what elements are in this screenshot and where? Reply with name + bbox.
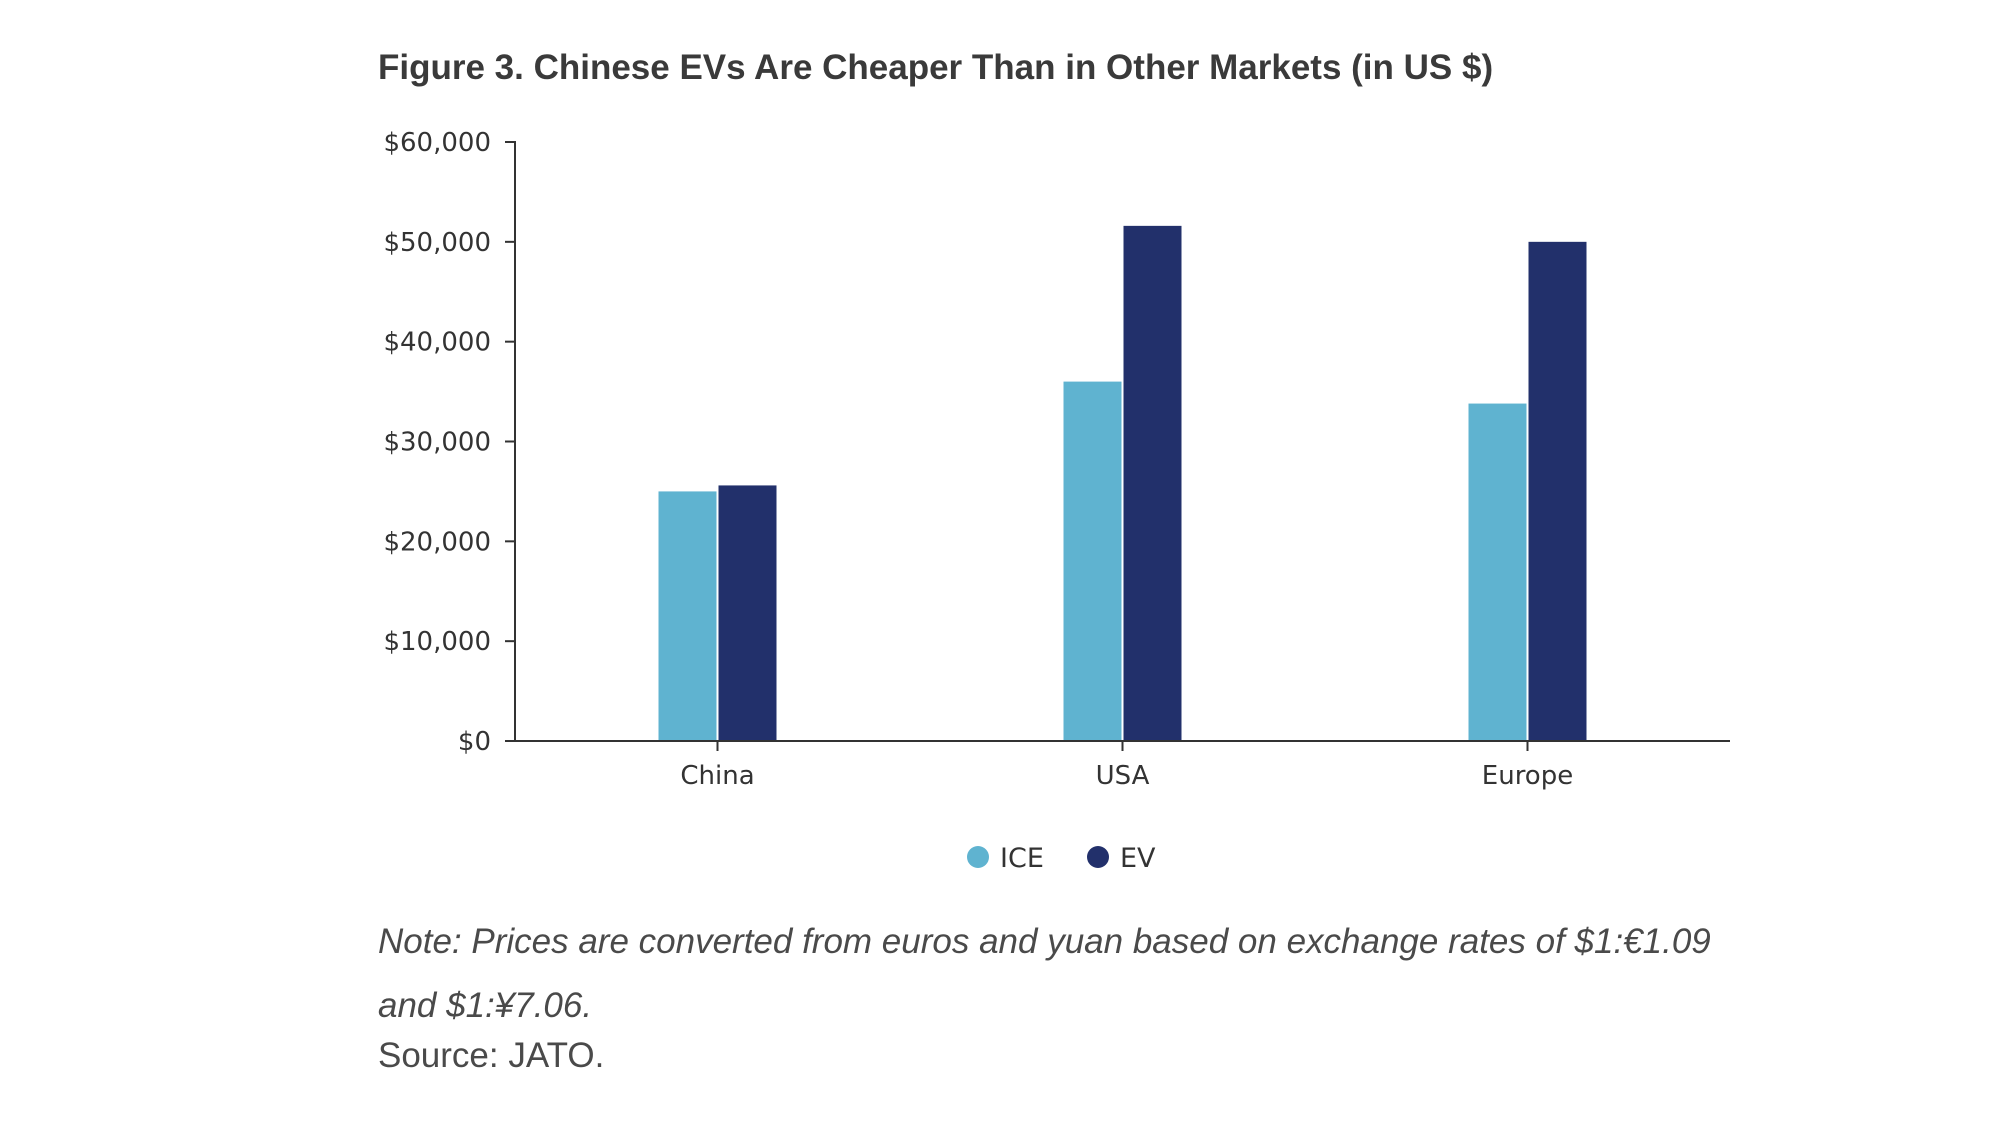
y-axis-ticks: $0 $10,000 $20,000 $30,000 $40,000 $50,000 $60…: [383, 128, 515, 757]
bar-ev-usa: [1123, 225, 1182, 742]
legend-label-ice: ICE: [1000, 843, 1044, 874]
bar-series: [658, 225, 1587, 742]
chart-note: Note: Prices are converted from euros an…: [378, 922, 1711, 1025]
y-tick-label: $50,000: [383, 228, 491, 258]
chart-axes: [505, 141, 1730, 742]
bar-ev-europe: [1528, 241, 1587, 742]
y-tick-label: $10,000: [383, 627, 491, 657]
chart-title: Figure 3. Chinese EVs Are Cheaper Than i…: [378, 48, 1494, 87]
x-axis-labels: China USA Europe: [680, 741, 1573, 791]
chart-source: Source: JATO.: [378, 1036, 605, 1075]
legend: ICE EV: [967, 843, 1156, 874]
legend-swatch-ev: [1087, 846, 1109, 868]
legend-swatch-ice: [967, 846, 989, 868]
bar-ice-europe: [1468, 403, 1527, 741]
y-tick-label: $30,000: [383, 428, 491, 458]
x-tick-label-europe: Europe: [1482, 761, 1573, 791]
bar-ev-china: [718, 485, 777, 741]
y-tick-label: $0: [458, 727, 491, 757]
y-tick-label: $40,000: [383, 328, 491, 358]
bar-ice-usa: [1063, 381, 1122, 741]
y-tick-label: $20,000: [383, 527, 491, 557]
x-tick-label-usa: USA: [1096, 761, 1150, 791]
x-tick-label-china: China: [680, 761, 754, 791]
bar-ice-china: [658, 491, 717, 741]
y-tick-label: $60,000: [383, 128, 491, 158]
legend-label-ev: EV: [1120, 843, 1156, 874]
